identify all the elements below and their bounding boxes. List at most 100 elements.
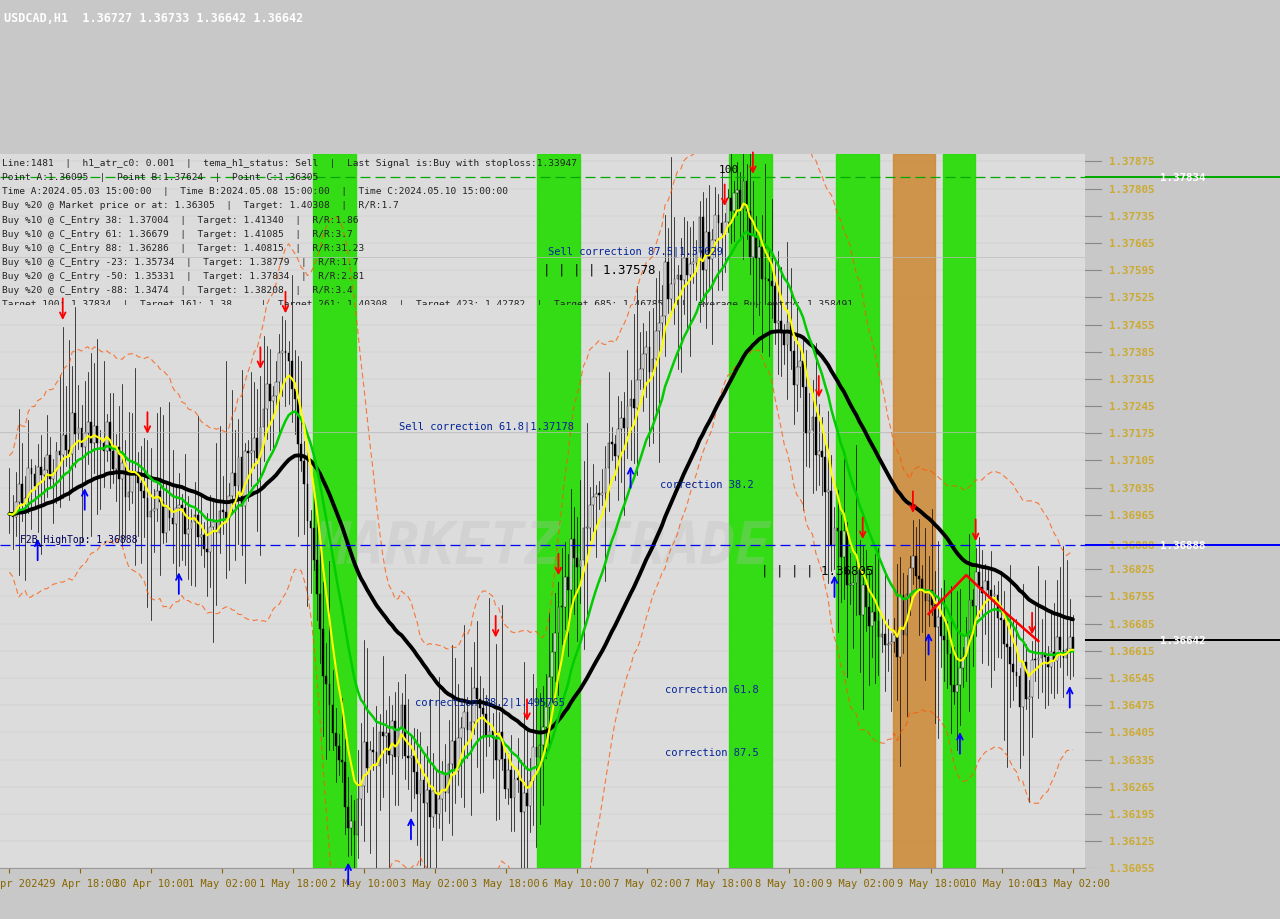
Text: Buy %10 @ C_Entry 61: 1.36679  |  Target: 1.41085  |  R/R:3.7: Buy %10 @ C_Entry 61: 1.36679 | Target: … (3, 230, 353, 238)
Bar (758, 247, 760, 258)
Bar (730, 199, 732, 212)
Bar (483, 708, 484, 714)
Bar (413, 756, 415, 773)
Bar (730, 154, 772, 868)
Bar (617, 429, 618, 457)
Bar (301, 445, 302, 462)
Bar (379, 732, 380, 766)
Bar (727, 199, 728, 223)
Bar (96, 426, 99, 444)
Text: Buy %10 @ C_Entry 88: 1.36286  |  Target: 1.40815  |  R/R:31.23: Buy %10 @ C_Entry 88: 1.36286 | Target: … (3, 244, 365, 253)
Bar (372, 750, 374, 753)
Bar (987, 581, 989, 590)
Bar (1073, 638, 1074, 649)
Bar (184, 508, 186, 535)
Bar (1006, 644, 1007, 647)
Bar (831, 492, 832, 546)
Bar (407, 755, 408, 758)
Bar (812, 418, 813, 431)
Bar (881, 634, 882, 638)
Bar (147, 498, 148, 518)
Bar (931, 590, 933, 605)
Bar (943, 636, 945, 641)
Bar (846, 531, 847, 585)
Bar (705, 233, 707, 271)
Bar (796, 368, 797, 386)
Bar (671, 285, 672, 300)
Bar (664, 263, 666, 316)
Text: 1.36265: 1.36265 (1108, 782, 1155, 792)
Text: 1.36195: 1.36195 (1108, 809, 1155, 819)
Bar (991, 590, 992, 596)
Bar (844, 531, 845, 558)
Bar (463, 712, 465, 728)
Text: Time A:2024.05.03 15:00:00  |  Time B:2024.05.08 15:00:00  |  Time C:2024.05.10 : Time A:2024.05.03 15:00:00 | Time B:2024… (3, 187, 508, 196)
Bar (31, 469, 32, 474)
Bar (805, 388, 808, 434)
Bar (442, 775, 443, 799)
Bar (539, 744, 540, 757)
Bar (163, 503, 164, 533)
Bar (1015, 673, 1018, 676)
Bar (604, 469, 607, 494)
Bar (690, 265, 691, 276)
Bar (50, 456, 51, 480)
Text: 1.36642: 1.36642 (1160, 636, 1206, 646)
Bar (278, 354, 280, 382)
Bar (855, 571, 858, 583)
Bar (1028, 698, 1030, 699)
Bar (721, 223, 722, 233)
Bar (934, 605, 936, 628)
Bar (81, 429, 82, 448)
Bar (422, 780, 425, 803)
Bar (1085, 177, 1280, 179)
Bar (479, 699, 481, 708)
Bar (598, 494, 600, 495)
Text: 1.36475: 1.36475 (1108, 700, 1155, 710)
Bar (890, 642, 892, 644)
Bar (837, 528, 838, 531)
Bar (347, 808, 349, 828)
Text: 1.37035: 1.37035 (1108, 483, 1155, 494)
Bar (602, 494, 603, 495)
Bar (673, 279, 676, 285)
Bar (262, 410, 265, 427)
Text: 1.37805: 1.37805 (1108, 185, 1155, 194)
Bar (37, 467, 38, 486)
Bar (303, 462, 305, 485)
Bar (489, 732, 490, 736)
Bar (433, 791, 434, 817)
Bar (749, 211, 750, 257)
Bar (102, 444, 105, 451)
Bar (639, 370, 641, 380)
Text: 100: 100 (718, 165, 739, 175)
Bar (394, 721, 396, 757)
Text: 1.36755: 1.36755 (1108, 592, 1155, 602)
Bar (93, 426, 95, 444)
Bar (868, 607, 870, 626)
Text: Point A:1.36095  |  Point B:1.37624  |  Point C:1.36305: Point A:1.36095 | Point B:1.37624 | Poin… (3, 173, 319, 182)
Bar (861, 585, 864, 616)
Bar (472, 688, 475, 722)
Bar (169, 507, 170, 518)
Bar (535, 748, 538, 757)
Bar (768, 280, 769, 281)
Bar (799, 362, 801, 368)
Bar (937, 617, 938, 628)
Bar (74, 414, 76, 435)
Bar (777, 322, 778, 324)
Text: Sell correction 61.8|1.37178: Sell correction 61.8|1.37178 (399, 421, 573, 431)
Bar (887, 644, 888, 645)
Bar (755, 237, 756, 258)
Bar (307, 485, 308, 522)
Bar (27, 469, 29, 498)
Bar (416, 773, 419, 794)
Bar (388, 733, 390, 754)
Text: Buy %10 @ C_Entry -23: 1.35734  |  Target: 1.38779  |  R/R:1.7: Buy %10 @ C_Entry -23: 1.35734 | Target:… (3, 257, 358, 267)
Bar (658, 324, 659, 332)
Bar (266, 385, 268, 410)
Bar (243, 452, 246, 506)
Bar (771, 281, 773, 286)
Bar (325, 676, 328, 685)
Bar (172, 518, 173, 525)
